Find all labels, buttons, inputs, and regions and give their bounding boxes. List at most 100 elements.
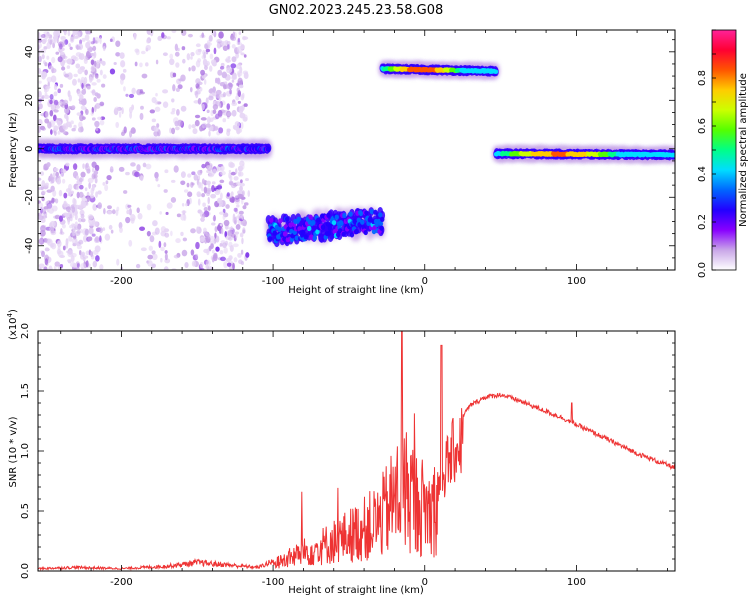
noise-blob	[58, 215, 63, 222]
noise-blob	[238, 171, 244, 177]
spectrogram-trace	[38, 139, 273, 159]
noise-blob	[84, 34, 90, 41]
noise-blob	[178, 78, 184, 82]
noise-blob	[190, 56, 193, 60]
noise-blob	[137, 213, 143, 220]
noise-blob	[61, 40, 66, 47]
noise-blob	[119, 227, 123, 234]
noise-blob	[59, 263, 64, 268]
figure-title: GN02.2023.245.23.58.G08	[269, 3, 444, 18]
noise-blob	[243, 103, 248, 107]
noise-blob	[206, 165, 212, 169]
noise-blob	[154, 227, 160, 235]
noise-blob	[213, 252, 218, 259]
colorbar-tick-label: 0.8	[697, 70, 708, 86]
noise-blob	[231, 101, 238, 107]
noise-blob	[177, 84, 183, 90]
noise-blob	[235, 63, 242, 70]
noise-blob	[163, 189, 168, 193]
y-tick-label: -40	[24, 238, 35, 254]
noise-blob	[187, 191, 193, 198]
noise-blob	[228, 161, 234, 168]
noise-blob	[82, 67, 85, 73]
spectrogram-trace	[378, 60, 500, 80]
noise-blob	[231, 79, 235, 83]
noise-blob	[213, 126, 219, 131]
noise-blob	[180, 171, 186, 179]
noise-blob	[88, 182, 91, 190]
noise-blob	[201, 122, 207, 129]
noise-blob	[181, 203, 185, 207]
noise-blob	[55, 51, 60, 55]
noise-blob	[201, 32, 205, 38]
noise-blob	[169, 58, 175, 66]
noise-blob	[99, 119, 105, 126]
noise-blob	[64, 113, 68, 119]
noise-blob	[40, 171, 45, 176]
trace-core	[272, 230, 277, 236]
noise-blob	[238, 84, 244, 89]
x-tick-label: -100	[262, 577, 285, 588]
noise-blob	[217, 109, 223, 117]
noise-blob	[38, 103, 43, 110]
noise-blob	[139, 175, 144, 182]
noise-blob	[41, 72, 46, 80]
noise-blob	[97, 190, 102, 195]
noise-blob	[41, 190, 47, 195]
noise-blob	[159, 211, 162, 215]
noise-blob	[229, 34, 235, 41]
noise-blob	[215, 188, 221, 193]
noise-blob	[60, 51, 65, 55]
trace-core	[335, 232, 341, 238]
noise-blob	[94, 236, 100, 243]
noise-blob	[101, 83, 106, 88]
noise-blob	[203, 186, 208, 194]
noise-blob	[109, 166, 114, 173]
trace-core	[672, 153, 675, 158]
noise-blob	[72, 229, 77, 237]
noise-blob	[222, 208, 226, 214]
noise-blob	[97, 202, 102, 210]
noise-blob	[76, 230, 81, 234]
noise-blob	[102, 181, 106, 186]
noise-blob	[242, 229, 246, 234]
noise-blob	[67, 72, 73, 80]
noise-blob	[125, 171, 130, 176]
noise-blob	[216, 38, 222, 44]
noise-blob	[206, 116, 211, 124]
noise-blob	[184, 262, 189, 268]
noise-blob	[235, 168, 238, 175]
noise-blob	[139, 112, 144, 121]
noise-blob	[189, 86, 193, 93]
noise-blob	[175, 238, 181, 244]
noise-blob	[228, 236, 233, 241]
noise-blob	[155, 59, 159, 65]
noise-blob	[53, 130, 57, 136]
noise-blob	[81, 88, 87, 95]
noise-blob	[90, 41, 95, 45]
noise-blob	[235, 52, 240, 59]
noise-blob	[102, 227, 106, 232]
noise-blob	[96, 63, 100, 68]
noise-blob	[219, 250, 224, 255]
noise-blob	[65, 238, 69, 246]
noise-blob	[140, 50, 146, 55]
noise-blob	[166, 202, 173, 209]
noise-blob	[190, 181, 194, 188]
noise-blob	[162, 101, 169, 109]
noise-blob	[91, 173, 96, 180]
noise-blob	[190, 249, 195, 256]
y-tick-label: 1.5	[20, 383, 31, 399]
trace-core	[266, 146, 271, 152]
noise-blob	[214, 226, 218, 233]
noise-blob	[203, 248, 210, 254]
noise-blob	[185, 202, 188, 207]
noise-blob	[234, 220, 237, 225]
noise-blob	[240, 249, 244, 255]
noise-blob	[181, 249, 188, 257]
noise-blob	[226, 262, 232, 267]
noise-blob	[89, 222, 94, 227]
noise-blob	[170, 230, 173, 237]
noise-blob	[128, 208, 132, 216]
noise-blob	[235, 95, 240, 101]
